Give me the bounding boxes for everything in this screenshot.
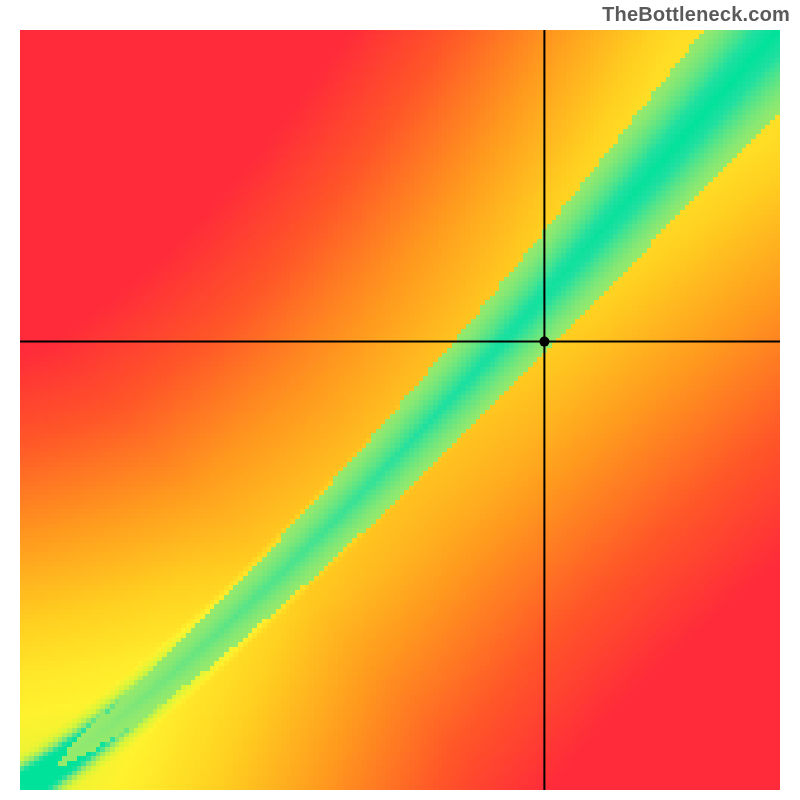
watermark-text: TheBottleneck.com [602, 4, 790, 27]
chart-container: TheBottleneck.com [0, 0, 800, 800]
heatmap-canvas [20, 30, 780, 790]
heatmap-plot [20, 30, 780, 790]
